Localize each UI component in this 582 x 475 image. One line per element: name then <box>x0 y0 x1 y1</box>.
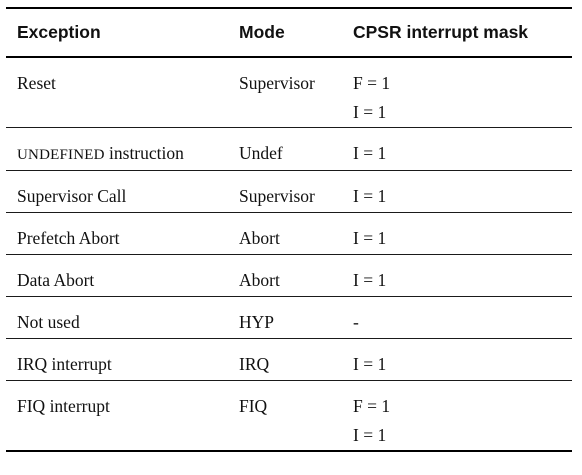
header-mode: Mode <box>228 7 342 58</box>
table-row: FIQ interrupt FIQ F = 1 I = 1 <box>6 380 572 452</box>
mode-text: Supervisor <box>239 73 315 93</box>
exception-text: Prefetch Abort <box>17 228 120 248</box>
mode-cell: FIQ <box>228 380 342 452</box>
mode-text: Supervisor <box>239 186 315 206</box>
mask-cell: I = 1 <box>342 254 572 297</box>
exception-text: instruction <box>104 143 184 163</box>
header-cpsr-interrupt-mask: CPSR interrupt mask <box>342 7 572 58</box>
mode-text: Undef <box>239 143 283 163</box>
exception-table-container: Exception Mode CPSR interrupt mask Reset… <box>6 7 572 452</box>
exception-cell: Supervisor Call <box>6 170 228 213</box>
table-row: Data Abort Abort I = 1 <box>6 254 572 297</box>
exception-text: Not used <box>17 312 80 332</box>
exception-text: Data Abort <box>17 270 95 290</box>
exception-cell: Reset <box>6 57 228 128</box>
mode-cell: Undef <box>228 127 342 171</box>
mode-text: IRQ <box>239 354 270 374</box>
mask-line: I = 1 <box>353 102 387 122</box>
table-row: Prefetch Abort Abort I = 1 <box>6 212 572 255</box>
mask-line: I = 1 <box>353 270 387 290</box>
exception-cell: UNDEFINED instruction <box>6 127 228 171</box>
exception-cell: Data Abort <box>6 254 228 297</box>
mask-cell: I = 1 <box>342 338 572 381</box>
table-row: IRQ interrupt IRQ I = 1 <box>6 338 572 381</box>
exception-text: IRQ interrupt <box>17 354 112 374</box>
mode-cell: HYP <box>228 296 342 339</box>
table-row: Not used HYP - <box>6 296 572 339</box>
exception-cell: IRQ interrupt <box>6 338 228 381</box>
mask-line: - <box>353 312 359 332</box>
mode-cell: Supervisor <box>228 57 342 128</box>
exception-cell: Prefetch Abort <box>6 212 228 255</box>
mask-cell: I = 1 <box>342 212 572 255</box>
mask-line: I = 1 <box>353 228 387 248</box>
exception-text: Supervisor Call <box>17 186 127 206</box>
mode-text: FIQ <box>239 396 268 416</box>
mode-cell: Supervisor <box>228 170 342 213</box>
exception-text: FIQ interrupt <box>17 396 110 416</box>
header-exception: Exception <box>6 7 228 58</box>
mode-text: Abort <box>239 270 280 290</box>
mask-line: I = 1 <box>353 425 387 445</box>
header-row: Exception Mode CPSR interrupt mask <box>6 7 572 58</box>
exception-cell: FIQ interrupt <box>6 380 228 452</box>
table-row: Reset Supervisor F = 1 I = 1 <box>6 57 572 128</box>
mask-line: I = 1 <box>353 354 387 374</box>
mask-line: F = 1 <box>353 396 391 416</box>
exception-cell: Not used <box>6 296 228 339</box>
mask-cell: I = 1 <box>342 127 572 171</box>
mode-cell: Abort <box>228 212 342 255</box>
mode-cell: Abort <box>228 254 342 297</box>
mask-line: I = 1 <box>353 186 387 206</box>
mode-text: HYP <box>239 312 275 332</box>
mask-line: F = 1 <box>353 73 391 93</box>
mode-text: Abort <box>239 228 280 248</box>
exception-text-smallcaps: UNDEFINED <box>17 147 105 163</box>
mask-cell: F = 1 I = 1 <box>342 57 572 128</box>
mask-cell: I = 1 <box>342 170 572 213</box>
table-row: UNDEFINED instruction Undef I = 1 <box>6 127 572 171</box>
table-body: Reset Supervisor F = 1 I = 1 UNDEFINED in… <box>6 57 572 452</box>
mode-cell: IRQ <box>228 338 342 381</box>
mask-line: I = 1 <box>353 143 387 163</box>
mask-cell: - <box>342 296 572 339</box>
exception-mode-table: Exception Mode CPSR interrupt mask Reset… <box>6 7 572 452</box>
exception-text: Reset <box>17 73 56 93</box>
table-header: Exception Mode CPSR interrupt mask <box>6 7 572 58</box>
mask-cell: F = 1 I = 1 <box>342 380 572 452</box>
table-row: Supervisor Call Supervisor I = 1 <box>6 170 572 213</box>
